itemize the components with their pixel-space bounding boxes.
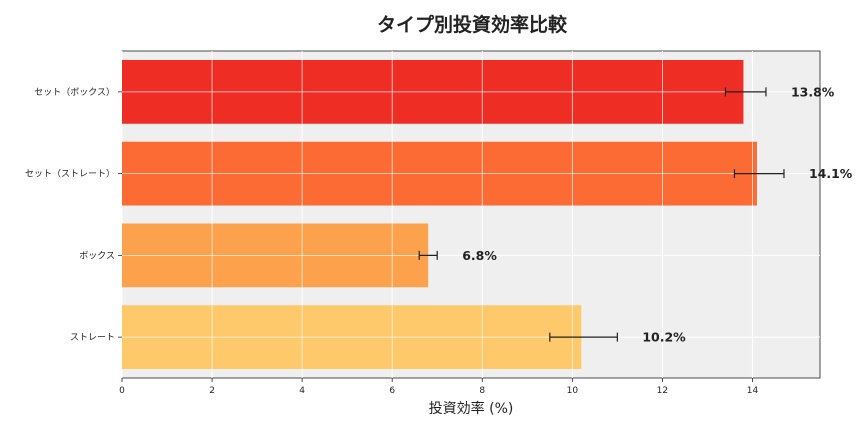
chart-title: タイプ別投資効率比較 (377, 13, 568, 36)
data-label: 13.8% (791, 84, 835, 99)
data-labels: 13.8% 14.1% 6.8% 10.2% (462, 84, 853, 344)
x-tick-label: 12 (657, 386, 668, 396)
y-tick-label: セット（ボックス） (34, 87, 115, 98)
x-tick-label: 2 (209, 386, 215, 396)
data-label: 6.8% (462, 248, 497, 263)
x-tick-label: 0 (119, 386, 125, 396)
y-tick-label: ボックス (79, 250, 115, 261)
data-label: 10.2% (642, 330, 686, 345)
x-tick-label: 8 (479, 386, 485, 396)
x-axis-title: 投資効率 (%) (429, 400, 514, 417)
y-tick-label: セット（ストレート） (25, 169, 115, 180)
x-tick-label: 4 (299, 386, 305, 396)
bars (122, 59, 757, 370)
x-tick-label: 6 (389, 386, 395, 396)
y-tick-label: ストレート (70, 333, 115, 343)
data-label: 14.1% (809, 166, 853, 181)
x-tick-label: 14 (747, 386, 759, 396)
x-axis: 0 2 4 6 8 10 12 14 (119, 378, 758, 396)
error-bars (418, 87, 785, 342)
x-tick-label: 10 (567, 386, 579, 396)
